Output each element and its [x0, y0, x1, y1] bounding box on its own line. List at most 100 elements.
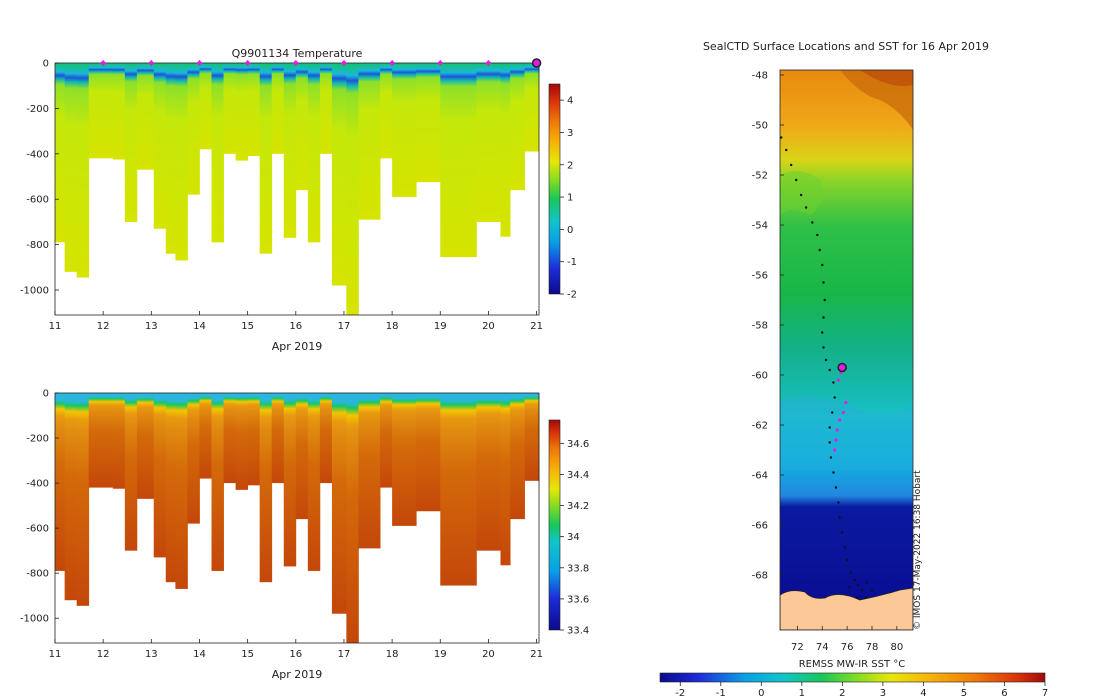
salinity-colorbar-tick-label: 34.4	[567, 470, 589, 481]
salinity-colorbar-tick-label: 33.6	[567, 594, 589, 605]
seal-track-point	[818, 248, 821, 252]
temperature-colorbar-tick-label: 4	[567, 96, 573, 107]
sst-colorbar-tick-label: 3	[880, 688, 886, 699]
temperature-profile-column	[175, 63, 188, 261]
seal-track-point	[834, 486, 838, 489]
seal-recent-point	[835, 428, 839, 432]
salinity-colorbar-tick-label: 33.4	[567, 626, 589, 637]
seal-track-point	[838, 516, 841, 519]
seal-track-point	[840, 531, 844, 534]
temperature-profile-column	[64, 63, 78, 272]
sst-map-x-tick-label: 80	[890, 642, 903, 653]
seal-track-point	[865, 581, 869, 584]
salinity-profile-column	[211, 393, 224, 571]
salinity-profile-column	[510, 393, 525, 520]
sst-colorbar-tick-label: -2	[675, 688, 685, 699]
salinity-profile-column	[440, 393, 477, 586]
sst-colorbar	[659, 672, 1046, 683]
seal-track-point	[828, 368, 831, 372]
seal-track-point	[816, 233, 819, 237]
salinity-profile-column	[247, 393, 261, 486]
seal-track-point	[848, 586, 851, 589]
sst-map-y-tick-label: -48	[752, 71, 768, 82]
temperature-profile-column	[283, 63, 297, 238]
temperature-profile-column	[235, 63, 249, 161]
salinity-colorbar-tick-label: 34.2	[567, 501, 589, 512]
seal-track-point	[837, 501, 840, 504]
sst-map-y-axis: -48 -50 -52 -54 -56 -58 -60 -62 -64 -66 -68	[752, 71, 784, 582]
seal-track-point	[831, 411, 834, 414]
salinity-x-tick-label: 20	[482, 649, 495, 660]
seal-track-point	[855, 596, 859, 599]
seal-track-point	[849, 571, 853, 574]
salinity-x-tick-label: 12	[97, 649, 110, 660]
temperature-profile-column	[271, 63, 285, 154]
salinity-colorbar-ticks: 34.6 34.4 34.2 34 33.8 33.6 33.4	[560, 439, 589, 637]
temperature-x-tick-label: 21	[530, 321, 543, 332]
salinity-profile-column	[331, 393, 347, 614]
temperature-profile-column	[380, 63, 393, 159]
sst-colorbar-tick-label: 5	[961, 688, 967, 699]
imos-credit: © IMOS 17-May-2022 16:38 Hobart	[913, 470, 923, 630]
temperature-colorbar-tick-label: 0	[567, 225, 573, 236]
temperature-y-axis: 0 -200 -400 -600 -800 -1000	[20, 59, 59, 297]
seal-track-point	[799, 193, 803, 197]
seal-current-position	[837, 362, 847, 373]
temperature-x-tick-label: 20	[482, 321, 495, 332]
seal-track-point	[824, 358, 828, 362]
temperature-profile-column	[165, 63, 176, 254]
salinity-y-tick-label: -400	[26, 479, 49, 490]
temperature-panel: Q9901134 Temperature 0 -200 -400 -600 -800 -1…	[20, 47, 577, 353]
salinity-profile-column	[259, 393, 273, 583]
salinity-profile-column	[124, 393, 138, 551]
seal-track-point	[864, 596, 867, 599]
sst-map-y-tick-label: -50	[752, 121, 768, 132]
current-profile-marker	[531, 58, 542, 68]
salinity-profile-column	[524, 393, 540, 481]
temperature-profile-column	[510, 63, 525, 191]
temperature-profile-column	[307, 63, 321, 243]
seal-recent-point	[838, 418, 842, 422]
temperature-x-label: Apr 2019	[272, 340, 323, 353]
temperature-profile-column	[259, 63, 273, 254]
temperature-colorbar-tick-label: 3	[567, 128, 573, 139]
salinity-profile-column	[307, 393, 321, 571]
profile-marker	[148, 60, 155, 66]
sst-map-y-tick-label: -68	[752, 571, 768, 582]
temperature-profile-column	[187, 63, 200, 195]
seal-track-point	[821, 263, 824, 267]
seal-track-point	[832, 381, 835, 384]
sst-colorbar-tick-label: 0	[758, 688, 764, 699]
temperature-y-tick-label: -600	[26, 195, 49, 206]
temperature-y-tick-label: 0	[43, 59, 49, 70]
profile-marker	[437, 60, 444, 66]
temperature-profile-column	[153, 63, 167, 229]
temperature-y-tick-label: -400	[26, 149, 49, 160]
sst-map-axes-box	[779, 69, 914, 631]
sst-colorbar-tick-label: -1	[716, 688, 726, 699]
salinity-colorbar-tick-label: 34	[567, 532, 580, 543]
sst-colorbar-tick-label: 7	[1042, 688, 1048, 699]
seal-track-point	[804, 206, 808, 209]
sst-colorbar-tick-label: 4	[920, 688, 926, 699]
salinity-profile-column	[346, 393, 359, 643]
temperature-profile-column	[440, 63, 477, 258]
seal-track-point	[833, 396, 836, 399]
temperature-profile-column	[295, 63, 309, 191]
salinity-profile-column	[319, 393, 333, 484]
seal-track-point	[811, 221, 814, 224]
salinity-profile-column	[136, 393, 155, 499]
sst-front-patch	[780, 171, 824, 215]
salinity-x-tick-label: 21	[530, 649, 543, 660]
salinity-profile-column	[476, 393, 501, 551]
sst-map-panel: SealCTD Surface Locations and SST for 16…	[659, 40, 1048, 699]
profile-marker	[485, 60, 492, 66]
sst-colorbar-label: REMSS MW-IR SST °C	[799, 659, 906, 670]
salinity-x-tick-label: 14	[193, 649, 206, 660]
salinity-axes-box	[54, 392, 540, 644]
temperature-y-tick-label: -800	[26, 240, 49, 251]
sst-map-title: SealCTD Surface Locations and SST for 16…	[703, 40, 989, 53]
temperature-profile-column	[76, 63, 90, 278]
temperature-x-tick-label: 13	[145, 321, 158, 332]
temperature-profile-column	[331, 63, 347, 286]
